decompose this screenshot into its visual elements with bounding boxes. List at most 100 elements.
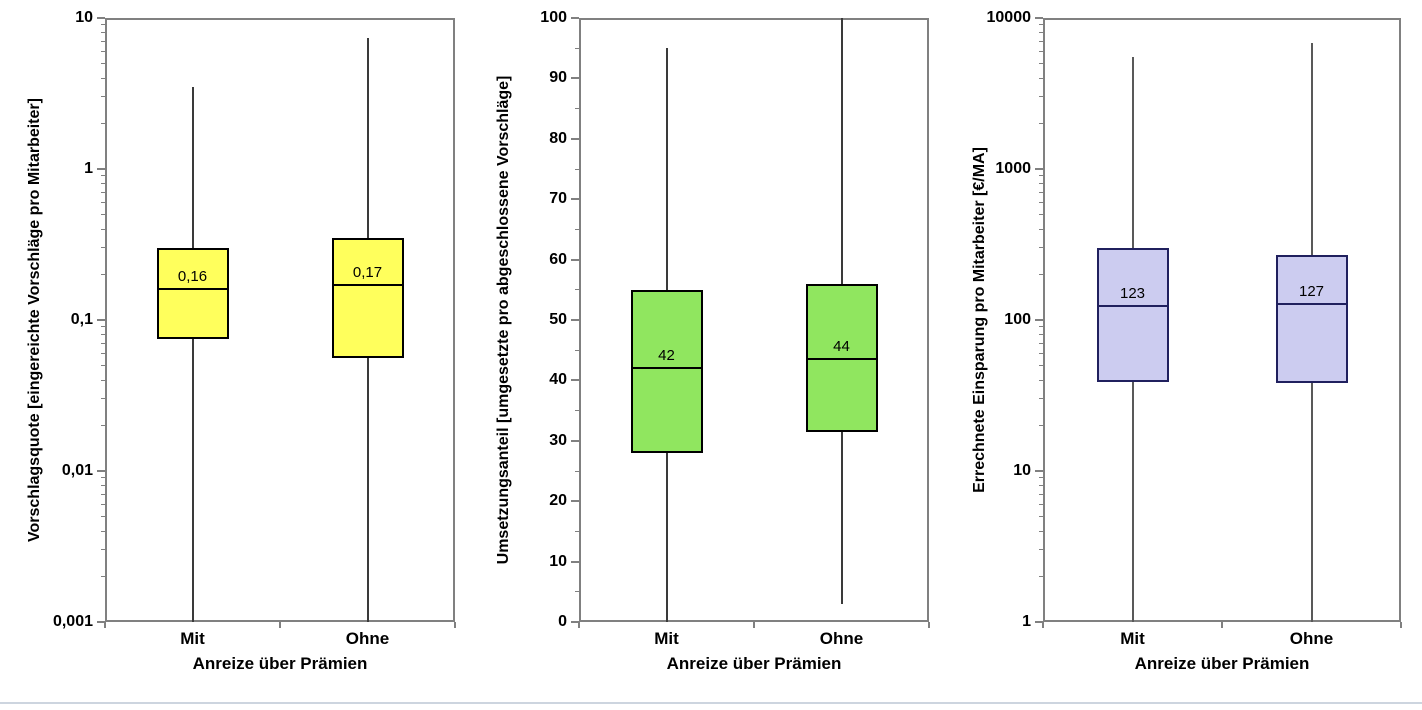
box-whisker	[191, 86, 194, 622]
y-axis-minor-tick	[101, 352, 105, 354]
y-axis-minor-tick	[1039, 50, 1043, 52]
y-axis-minor-tick	[101, 334, 105, 336]
y-axis-minor-tick	[101, 24, 105, 26]
box	[630, 289, 703, 453]
y-axis-minor-tick	[101, 183, 105, 185]
y-axis-minor-tick	[1039, 201, 1043, 203]
y-axis-tick-label: 10000	[986, 9, 1032, 26]
x-axis-tick	[1042, 622, 1044, 628]
x-axis-title: Anreize über Prämien	[192, 654, 368, 673]
y-axis-major-tick	[1035, 470, 1043, 472]
x-axis-tick	[928, 622, 930, 628]
y-axis-minor-tick	[101, 342, 105, 344]
y-axis-tick-label: 50	[549, 311, 567, 328]
box	[331, 237, 404, 359]
y-axis-minor-tick	[575, 410, 579, 412]
y-axis-tick-label: 0,01	[61, 462, 93, 479]
category-label: Mit	[654, 629, 679, 648]
y-axis-major-tick	[571, 439, 579, 442]
x-axis-tick	[1400, 622, 1402, 628]
y-axis-minor-tick	[575, 289, 579, 291]
y-axis-tick-label: 100	[1004, 311, 1031, 328]
y-axis-minor-tick	[101, 175, 105, 177]
y-axis-major-tick	[571, 137, 579, 140]
y-axis-minor-tick	[1039, 274, 1043, 276]
y-axis-minor-tick	[575, 530, 579, 532]
x-axis-title: Anreize über Prämien	[666, 654, 842, 673]
y-axis-minor-tick	[101, 62, 105, 64]
y-axis-minor-tick	[1039, 123, 1043, 125]
y-axis-minor-tick	[1039, 32, 1043, 34]
y-axis-minor-tick	[101, 228, 105, 230]
y-axis-minor-tick	[1039, 503, 1043, 505]
y-axis-major-tick	[571, 198, 579, 201]
y-axis-major-tick	[571, 77, 579, 80]
x-axis-tick	[279, 622, 281, 628]
y-axis-tick-label: 30	[549, 431, 567, 449]
y-axis-minor-tick	[575, 108, 579, 110]
y-axis-minor-tick	[1039, 228, 1043, 230]
y-axis-minor-tick	[101, 515, 105, 517]
box	[805, 283, 878, 432]
y-axis-minor-tick	[1039, 398, 1043, 400]
y-axis-minor-tick	[101, 40, 105, 42]
y-axis-minor-tick	[1039, 515, 1043, 517]
y-axis-minor-tick	[1039, 425, 1043, 427]
y-axis-major-tick	[97, 621, 105, 623]
y-axis-tick-label: 70	[549, 190, 567, 208]
category-label: Mit	[180, 629, 205, 648]
y-axis-major-tick	[1035, 621, 1043, 623]
y-axis-tick-label: 10	[1013, 462, 1031, 479]
y-axis-minor-tick	[575, 470, 579, 472]
box	[156, 247, 229, 339]
y-axis-minor-tick	[101, 576, 105, 578]
y-axis-minor-tick	[1039, 326, 1043, 328]
median-line	[331, 284, 404, 287]
y-axis-minor-tick	[101, 191, 105, 193]
y-axis-tick-label: 20	[549, 492, 567, 510]
x-axis-tick	[104, 622, 106, 628]
median-label: 44	[833, 338, 850, 356]
y-axis-tick-label: 100	[540, 9, 567, 26]
x-axis-tick	[753, 622, 755, 628]
median-label: 0,16	[177, 268, 208, 286]
y-axis-major-tick	[571, 319, 579, 321]
x-axis-tick	[454, 622, 456, 628]
y-axis-tick-label: 10	[549, 552, 567, 570]
y-axis-minor-tick	[101, 50, 105, 52]
median-line	[156, 288, 229, 291]
y-axis-minor-tick	[1039, 191, 1043, 193]
y-axis-major-tick	[97, 470, 105, 472]
y-axis-minor-tick	[1039, 352, 1043, 354]
x-axis-title: Anreize über Prämien	[1134, 654, 1310, 673]
y-axis-minor-tick	[1039, 576, 1043, 578]
y-axis-major-tick	[97, 319, 105, 321]
y-axis-minor-tick	[101, 123, 105, 125]
y-axis-tick-label: 0,001	[52, 613, 93, 630]
y-axis-minor-tick	[101, 530, 105, 532]
y-axis-minor-tick	[1039, 96, 1043, 98]
y-axis-major-tick	[97, 168, 105, 170]
y-axis-minor-tick	[1039, 213, 1043, 215]
y-axis-major-tick	[97, 17, 105, 19]
y-axis-minor-tick	[101, 493, 105, 495]
median-line	[1275, 303, 1348, 306]
y-axis-minor-tick	[101, 201, 105, 203]
y-axis-minor-tick	[101, 96, 105, 98]
median-label: 42	[658, 347, 675, 365]
category-label: Mit	[1120, 629, 1145, 648]
box	[1096, 247, 1169, 382]
y-axis-minor-tick	[101, 549, 105, 551]
category-label: Ohne	[819, 629, 864, 648]
y-axis-minor-tick	[575, 228, 579, 230]
y-axis-minor-tick	[101, 425, 105, 427]
y-axis-major-tick	[1035, 17, 1043, 19]
y-axis-major-tick	[571, 560, 579, 563]
y-axis-minor-tick	[101, 485, 105, 487]
y-axis-major-tick	[571, 258, 579, 261]
median-line	[1096, 305, 1169, 308]
median-line	[805, 358, 878, 361]
y-axis-major-tick	[1035, 319, 1043, 321]
y-axis-major-tick	[571, 621, 579, 623]
